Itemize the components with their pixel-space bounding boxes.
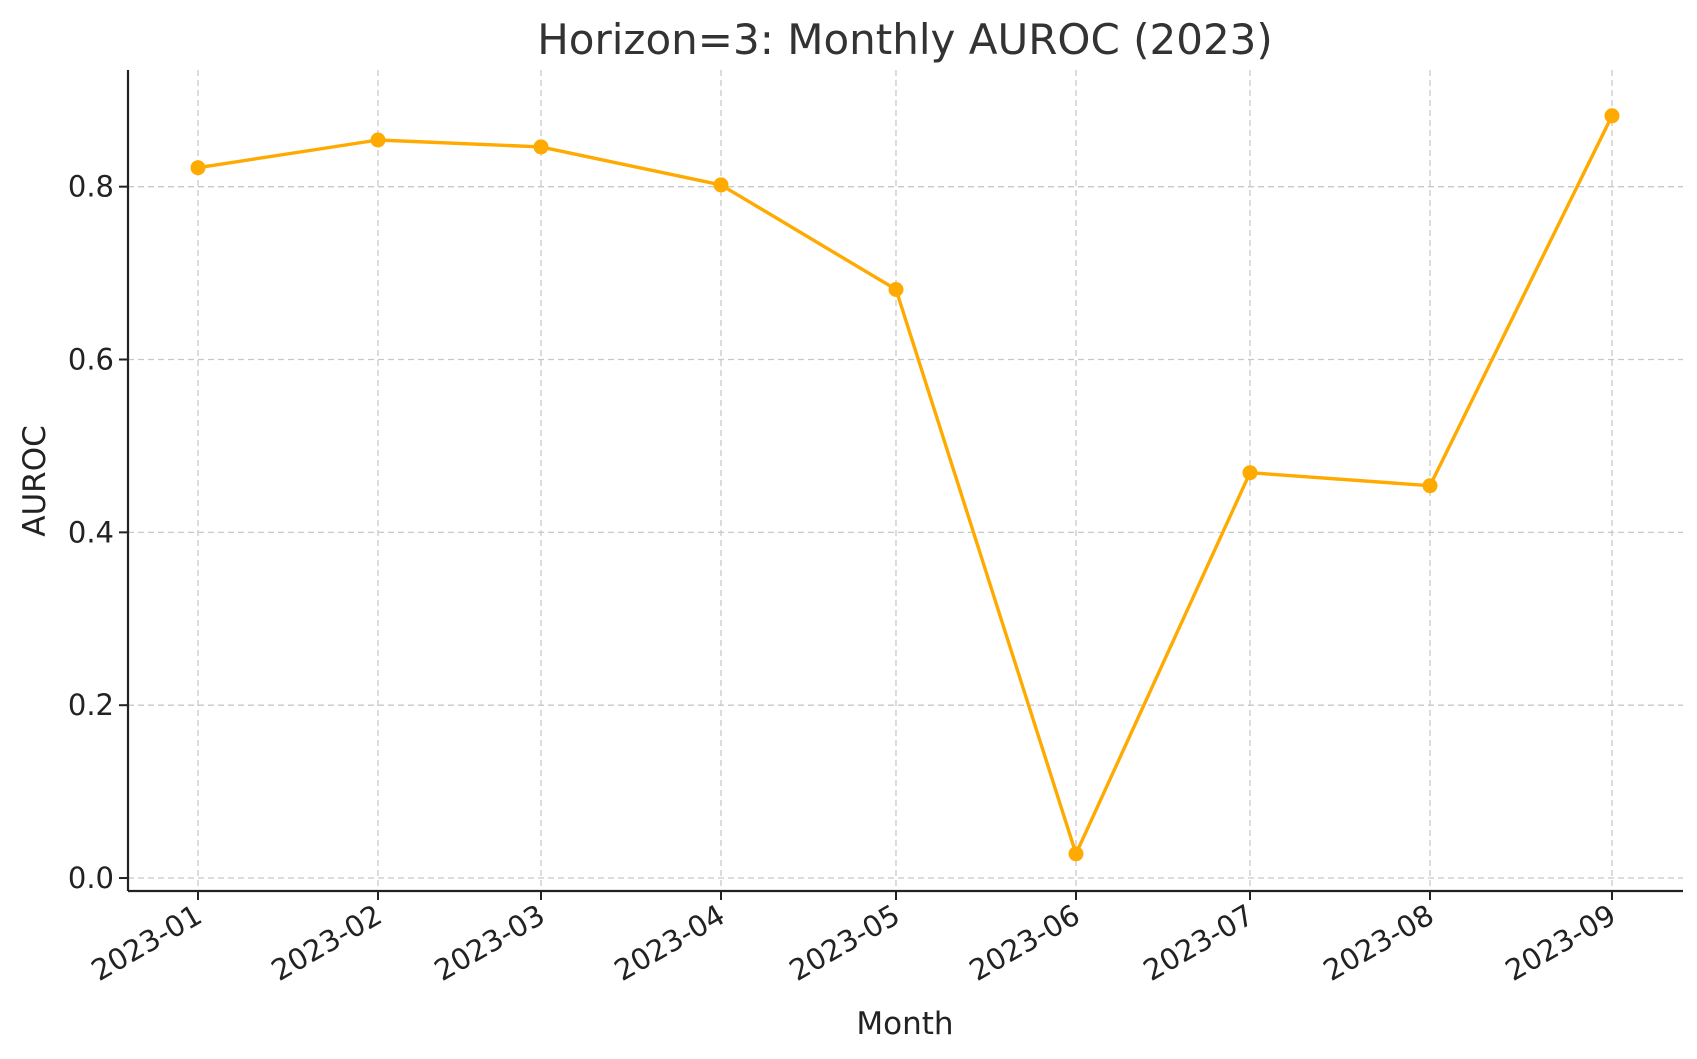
y-tick-label: 0.4 (68, 515, 114, 549)
data-point (1068, 846, 1084, 862)
x-tick-label: 2023-09 (1500, 898, 1622, 988)
x-tick-label: 2023-01 (86, 898, 208, 988)
chart-title: Horizon=3: Monthly AUROC (2023) (537, 15, 1273, 64)
y-tick-label: 0.0 (68, 861, 114, 895)
axes (126, 70, 1683, 893)
y-tick-label: 0.6 (68, 343, 114, 377)
x-tick-label: 2023-06 (964, 898, 1086, 988)
data-point (533, 139, 549, 155)
series-line (197, 115, 1614, 856)
data-point (370, 132, 386, 148)
series-group (190, 108, 1620, 862)
x-tick-label: 2023-08 (1318, 898, 1440, 988)
x-tick-label: 2023-05 (784, 898, 906, 988)
x-tick-label: 2023-04 (609, 898, 731, 988)
x-tick-label: 2023-02 (266, 898, 388, 988)
x-tick-label: 2023-07 (1138, 898, 1260, 988)
data-point (713, 177, 729, 193)
y-axis-ticks: 0.0 0.2 0.4 0.6 0.8 (68, 170, 128, 895)
data-point (1422, 478, 1438, 494)
data-point (888, 282, 904, 297)
x-tick-label: 2023-03 (429, 898, 551, 988)
data-point (1242, 465, 1258, 481)
y-tick-label: 0.2 (68, 688, 114, 722)
x-axis-ticks: 2023-01 2023-02 2023-03 2023-04 2023-05 2023-… (86, 891, 1622, 988)
data-point (1604, 108, 1620, 124)
y-tick-label: 0.8 (68, 170, 114, 204)
x-axis-label: Month (856, 1006, 953, 1042)
grid (128, 70, 1683, 891)
y-axis-label: AUROC (17, 425, 53, 536)
data-point (190, 160, 206, 176)
